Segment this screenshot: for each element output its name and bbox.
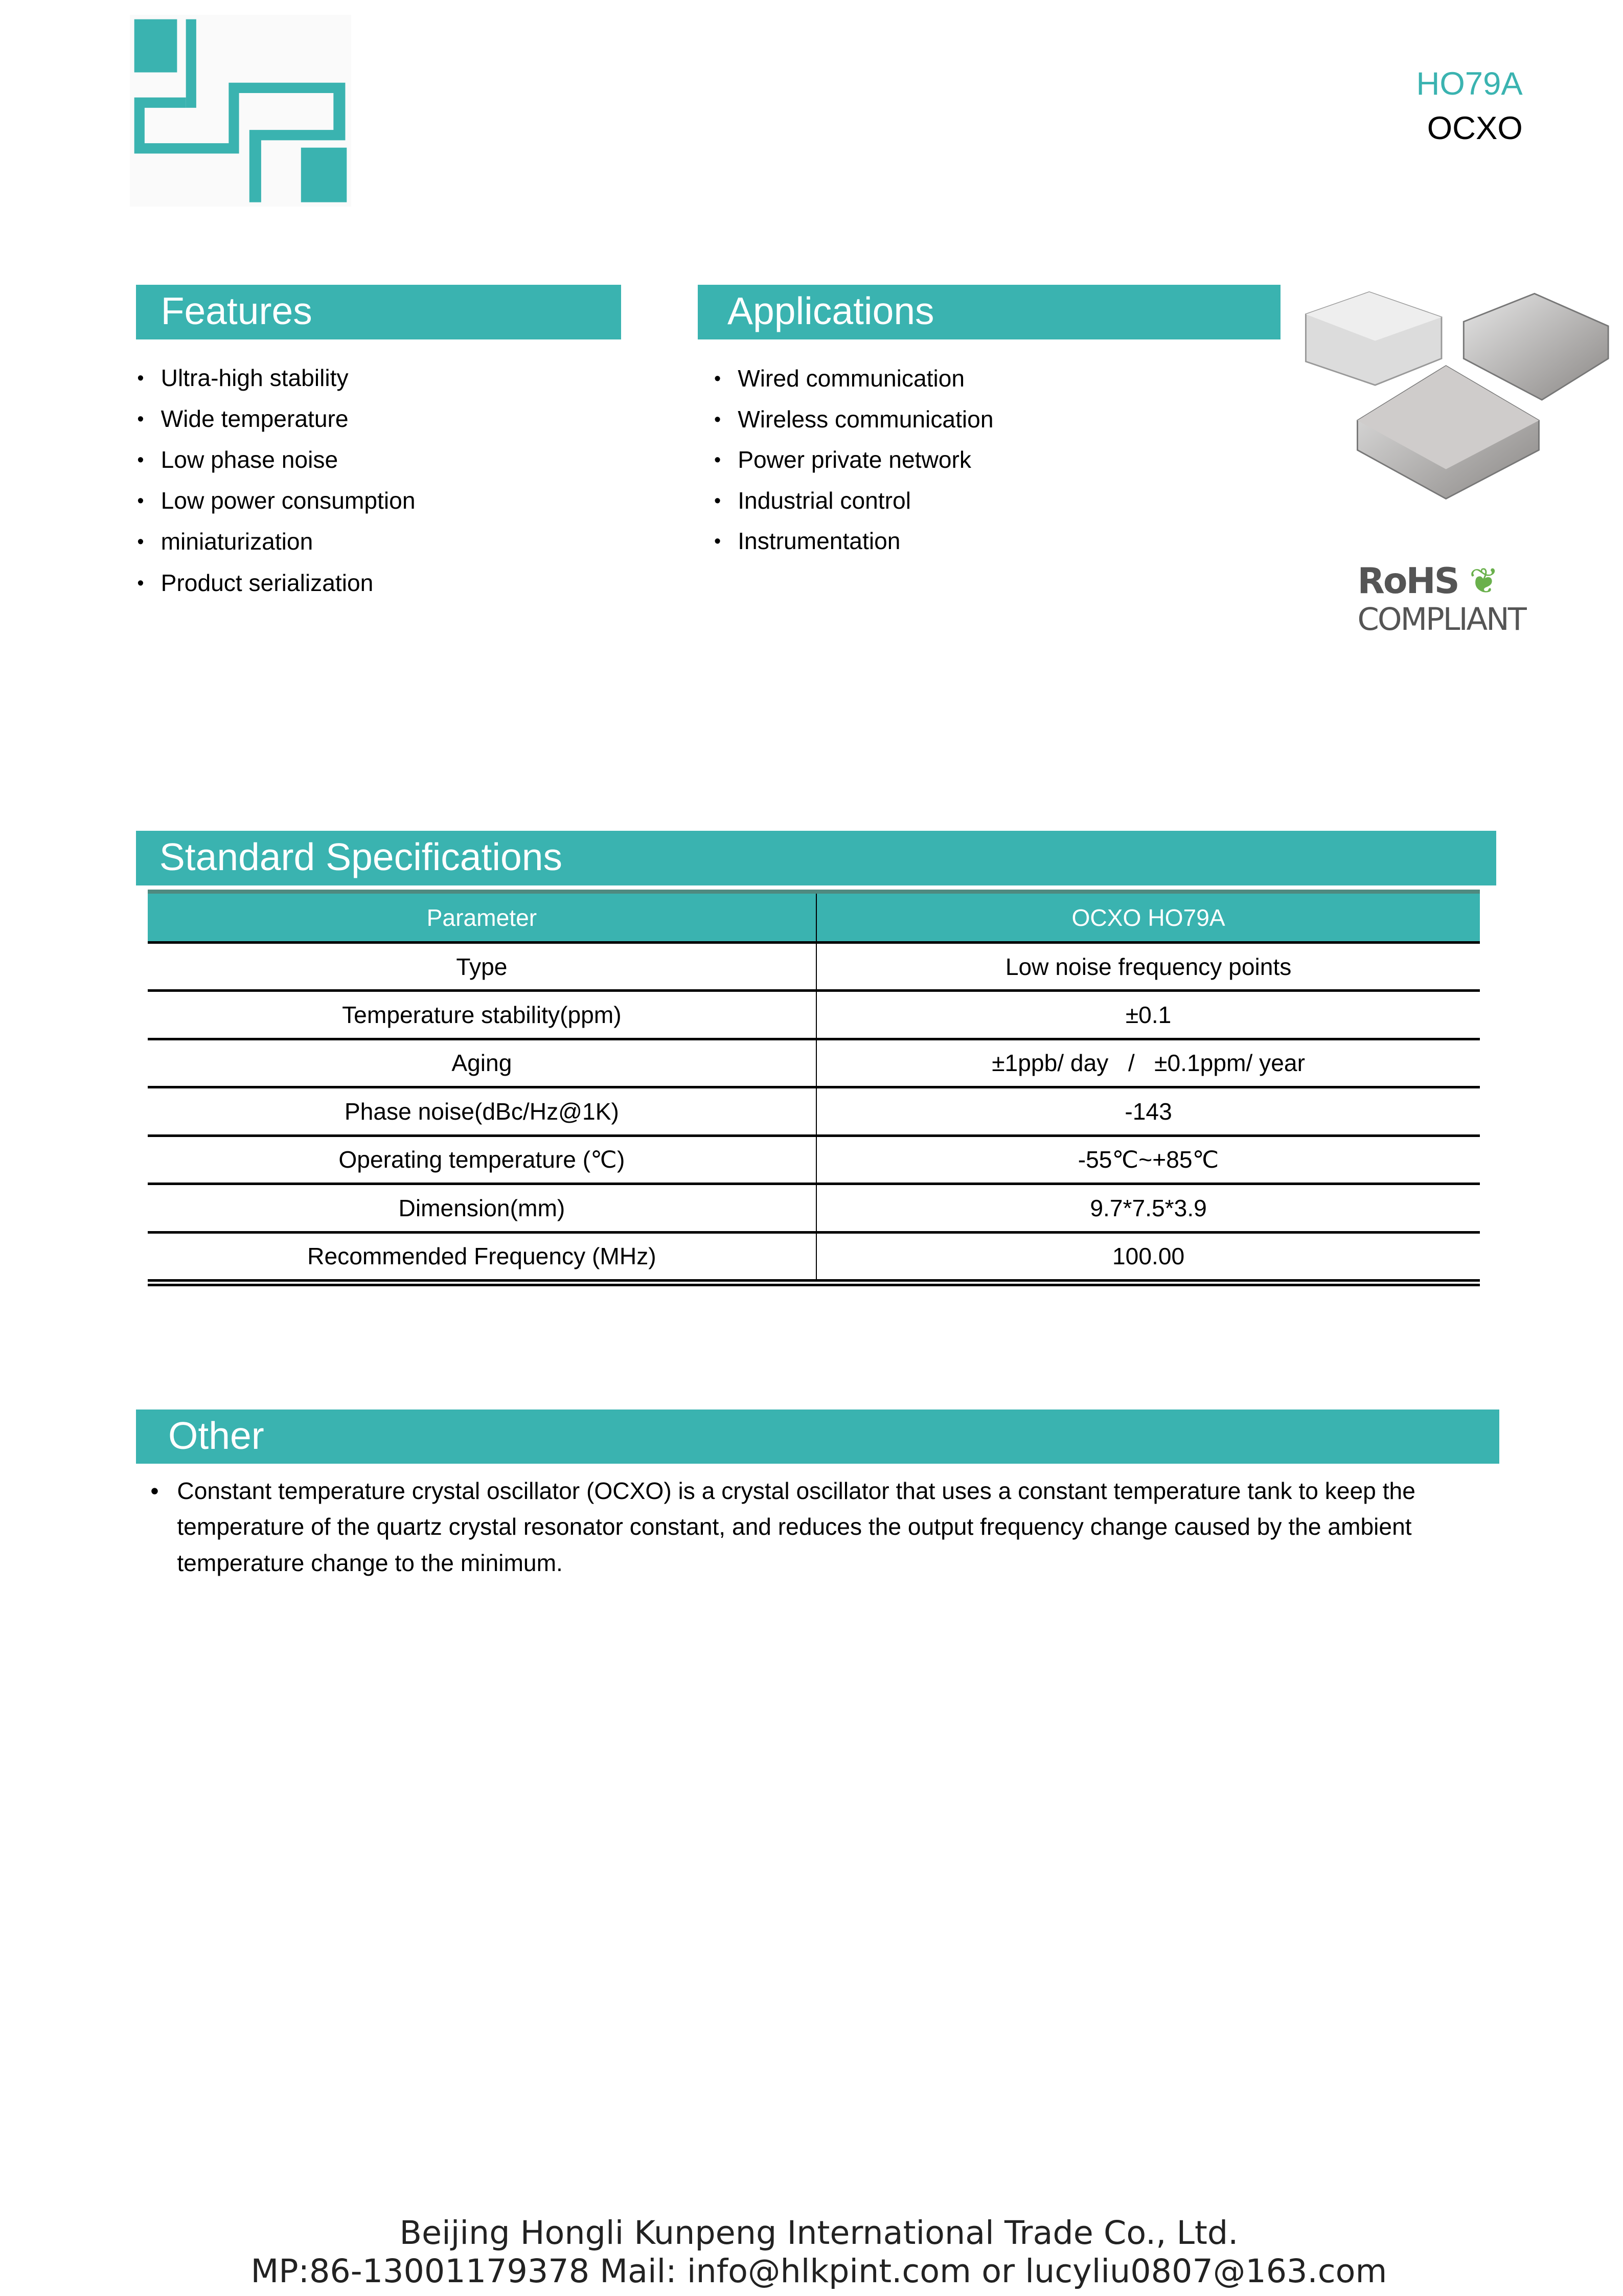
table-header-row: Parameter OCXO HO79A bbox=[147, 890, 1480, 943]
list-item: Wired communication bbox=[714, 358, 994, 400]
spec-value: Low noise frequency points bbox=[816, 941, 1480, 991]
spec-value: -55℃~+85℃ bbox=[816, 1134, 1480, 1184]
specs-header: Standard Specifications bbox=[135, 831, 1496, 885]
company-name: Beijing Hongli Kunpeng International Tra… bbox=[399, 2213, 1239, 2252]
spec-parameter: Type bbox=[147, 941, 817, 991]
features-header: Features bbox=[135, 285, 622, 339]
spec-parameter: Phase noise(dBc/Hz@1K) bbox=[147, 1086, 817, 1136]
list-item: Ultra-high stability bbox=[137, 357, 415, 398]
column-header: OCXO HO79A bbox=[816, 890, 1480, 943]
table-row: Phase noise(dBc/Hz@1K) -143 bbox=[147, 1086, 1480, 1136]
other-description: Constant temperature crystal oscillator … bbox=[150, 1473, 1482, 1581]
list-item: Power private network bbox=[714, 440, 994, 481]
applications-list: Wired communication Wireless communicati… bbox=[714, 358, 994, 562]
product-id: HO79A OCXO bbox=[1416, 62, 1523, 150]
spec-parameter: Recommended Frequency (MHz) bbox=[147, 1231, 817, 1287]
table-row: Type Low noise frequency points bbox=[147, 941, 1480, 991]
spec-parameter: Aging bbox=[147, 1037, 817, 1087]
table-row: Dimension(mm) 9.7*7.5*3.9 bbox=[147, 1183, 1480, 1233]
list-item: Industrial control bbox=[714, 481, 994, 522]
list-item: Product serialization bbox=[137, 562, 415, 603]
list-item: miniaturization bbox=[137, 521, 415, 562]
model-number: HO79A bbox=[1416, 66, 1523, 102]
list-item: Low phase noise bbox=[137, 439, 415, 480]
column-header: Parameter bbox=[147, 890, 817, 943]
table-row: Operating temperature (℃) -55℃~+85℃ bbox=[147, 1134, 1480, 1184]
spec-value: 100.00 bbox=[816, 1231, 1480, 1287]
leaf-icon: ❦ bbox=[1469, 560, 1499, 602]
product-photo bbox=[1305, 291, 1609, 500]
spec-value: ±1ppb/ day / ±0.1ppm/ year bbox=[816, 1037, 1480, 1087]
list-item: Wireless communication bbox=[714, 399, 994, 441]
table-row: Aging ±1ppb/ day / ±0.1ppm/ year bbox=[147, 1037, 1480, 1087]
company-logo bbox=[130, 14, 351, 207]
contact-info: MP:86-13001179378 Mail: info@hlkpint.com… bbox=[250, 2252, 1387, 2290]
spec-parameter: Operating temperature (℃) bbox=[147, 1134, 817, 1184]
applications-header: Applications bbox=[698, 285, 1281, 339]
spec-value: ±0.1 bbox=[816, 989, 1480, 1039]
other-header: Other bbox=[135, 1409, 1499, 1464]
table-row: Recommended Frequency (MHz) 100.00 bbox=[147, 1231, 1480, 1287]
spec-value: -143 bbox=[816, 1086, 1480, 1136]
spec-value: 9.7*7.5*3.9 bbox=[816, 1183, 1480, 1233]
spec-parameter: Temperature stability(ppm) bbox=[147, 989, 817, 1039]
list-item: Low power consumption bbox=[137, 480, 415, 521]
specs-table: Parameter OCXO HO79A Type Low noise frequ… bbox=[147, 890, 1480, 1287]
table-row: Temperature stability(ppm) ±0.1 bbox=[147, 989, 1480, 1039]
spec-parameter: Dimension(mm) bbox=[147, 1183, 817, 1233]
features-list: Ultra-high stability Wide temperature Lo… bbox=[137, 357, 415, 603]
list-item: Wide temperature bbox=[137, 398, 415, 439]
footer: Beijing Hongli Kunpeng International Tra… bbox=[0, 2214, 1623, 2290]
rohs-compliant-logo: RoHS ❦ COMPLIANT bbox=[1357, 560, 1526, 638]
product-category: OCXO bbox=[1427, 110, 1523, 146]
list-item: Instrumentation bbox=[714, 521, 994, 562]
